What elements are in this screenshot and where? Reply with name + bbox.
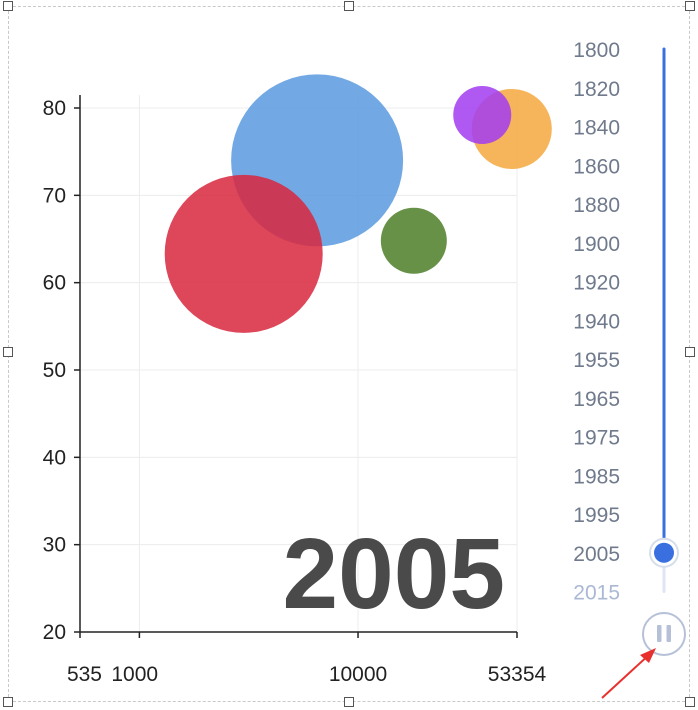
timeline-year-1985[interactable]: 1985 xyxy=(573,465,620,488)
bubble-series xyxy=(164,74,552,333)
x-tick-label: 10000 xyxy=(329,663,387,686)
pause-button-circle xyxy=(642,612,686,656)
bubble-5[interactable] xyxy=(453,85,512,144)
resize-handle-middle-left[interactable] xyxy=(3,347,13,357)
resize-handle-bottom-right[interactable] xyxy=(685,697,695,707)
current-year-label: 2005 xyxy=(283,518,505,630)
resize-handle-top-middle[interactable] xyxy=(344,1,354,11)
pause-button[interactable] xyxy=(642,612,686,656)
timeline-year-1955[interactable]: 1955 xyxy=(573,349,620,372)
resize-handle-middle-right[interactable] xyxy=(685,347,695,357)
resize-handle-bottom-middle[interactable] xyxy=(344,697,354,707)
x-tick-label: 53354 xyxy=(488,663,547,686)
y-tick-label: 60 xyxy=(43,272,66,295)
timeline-year-1860[interactable]: 1860 xyxy=(573,155,620,178)
timeline-year-1900[interactable]: 1900 xyxy=(573,233,620,256)
bubble-2[interactable] xyxy=(164,174,323,333)
timeline-year-1940[interactable]: 1940 xyxy=(573,310,620,333)
timeline-year-1975[interactable]: 1975 xyxy=(573,427,620,450)
timeline-year-1840[interactable]: 1840 xyxy=(573,117,620,140)
resize-handle-top-left[interactable] xyxy=(3,1,13,11)
annotation-arrow xyxy=(601,648,656,699)
resize-handle-top-right[interactable] xyxy=(685,1,695,11)
timeline-knob[interactable] xyxy=(654,542,674,563)
timeline-year-1820[interactable]: 1820 xyxy=(573,78,620,101)
x-tick-label: 1000 xyxy=(111,663,158,686)
resize-handle-bottom-left[interactable] xyxy=(3,697,13,707)
timeline-slider[interactable]: 1800 1820 1840 1860 1880 1900 1920 1940 1955 1965… xyxy=(573,39,679,605)
timeline-year-1920[interactable]: 1920 xyxy=(573,272,620,295)
y-tick-label: 40 xyxy=(43,446,66,469)
y-tick-label: 30 xyxy=(43,534,66,557)
timeline-year-2005[interactable]: 2005 xyxy=(573,543,620,566)
axes: 20 30 40 50 60 70 80 535 1000 10000 53354 xyxy=(43,95,547,686)
y-tick-label: 20 xyxy=(43,621,66,644)
y-tick-label: 50 xyxy=(43,359,66,382)
timeline-year-1800[interactable]: 1800 xyxy=(573,39,620,62)
timeline-year-2015[interactable]: 2015 xyxy=(573,582,620,605)
bubble-3[interactable] xyxy=(380,207,447,274)
pause-icon xyxy=(657,625,671,642)
timeline-year-1965[interactable]: 1965 xyxy=(573,388,620,411)
timeline-year-1995[interactable]: 1995 xyxy=(573,504,620,527)
y-tick-label: 80 xyxy=(43,97,66,120)
x-tick-label: 535 xyxy=(67,663,102,686)
y-tick-label: 70 xyxy=(43,184,66,207)
timeline-year-1880[interactable]: 1880 xyxy=(573,194,620,217)
